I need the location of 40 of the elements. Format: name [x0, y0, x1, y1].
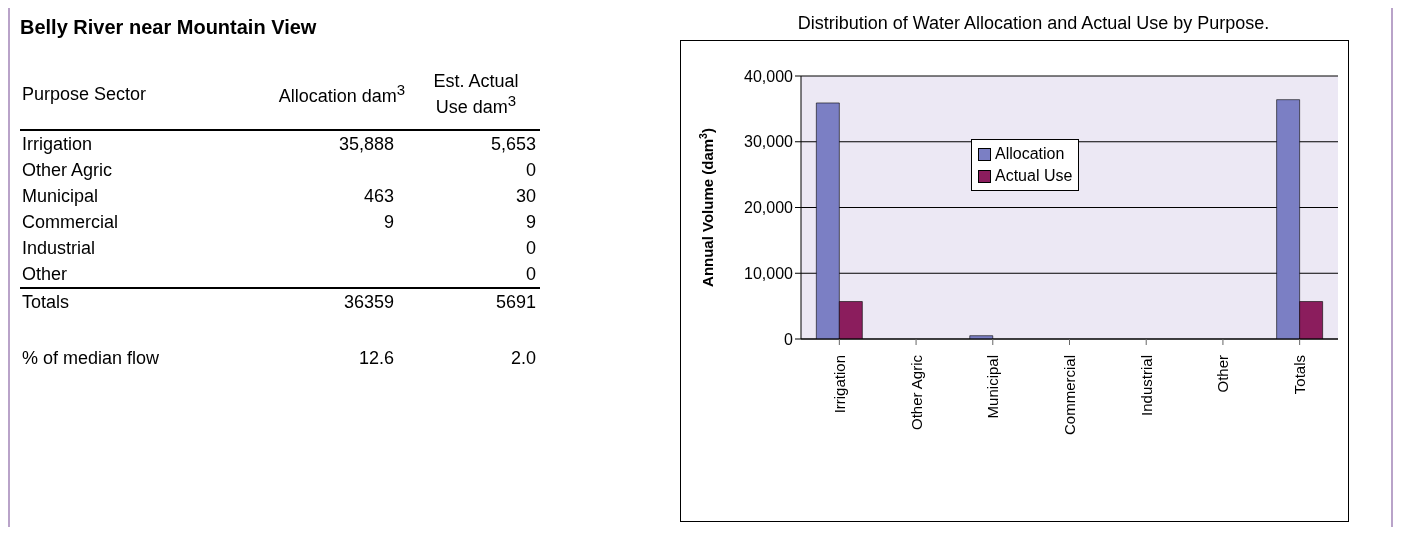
legend-label: Actual Use: [995, 166, 1073, 186]
text: Commercial: [21, 210, 119, 234]
text: 9: [383, 210, 395, 234]
text: Other: [21, 262, 69, 286]
text: 0: [525, 236, 537, 260]
text: 12.6: [357, 346, 395, 370]
legend-label: Allocation: [995, 144, 1065, 164]
text: Purpose Sector: [21, 82, 148, 106]
x-tick-label: Other: [1214, 355, 1232, 393]
text: Other Agric: [21, 158, 114, 182]
x-tick-label: Commercial: [1061, 355, 1078, 436]
text: Irrigation: [21, 132, 94, 156]
x-tick-label: Other Agric: [907, 354, 925, 431]
y-tick-label: 20,000: [744, 199, 794, 217]
text: 36359: [342, 290, 395, 314]
y-tick-label: 0: [784, 330, 794, 348]
x-tick-label: Totals: [1291, 355, 1309, 395]
x-tick-label: Irrigation: [830, 355, 848, 414]
text: Industrial: [21, 236, 97, 260]
text: Belly River near Mountain View: [20, 16, 318, 39]
text: Municipal: [21, 184, 100, 208]
text: 30: [514, 184, 537, 208]
text: Totals: [21, 290, 71, 314]
x-tick-label: Industrial: [1137, 355, 1155, 416]
text: 463: [362, 184, 395, 208]
text: 0: [525, 262, 537, 286]
text: 9: [525, 210, 537, 234]
text: Allocation dam$^{3}$: [277, 80, 407, 108]
x-tick-label: Municipal: [984, 355, 1002, 419]
text: 2.0: [509, 346, 537, 370]
y-tick-label: 40,000: [744, 67, 794, 85]
y-tick-label: 30,000: [744, 133, 794, 151]
text: 0: [525, 158, 537, 182]
text: % of median flow: [21, 346, 161, 370]
chart-title: Distribution of Water Allocation and Actual Use by Purpose.: [796, 13, 1271, 34]
text: 5691: [494, 290, 537, 314]
text: 5,653: [489, 132, 537, 156]
text: 35,888: [337, 132, 395, 156]
y-tick-label: 10,000: [744, 264, 794, 282]
text: Est. Actual Use dam$^{3}$: [432, 69, 520, 119]
